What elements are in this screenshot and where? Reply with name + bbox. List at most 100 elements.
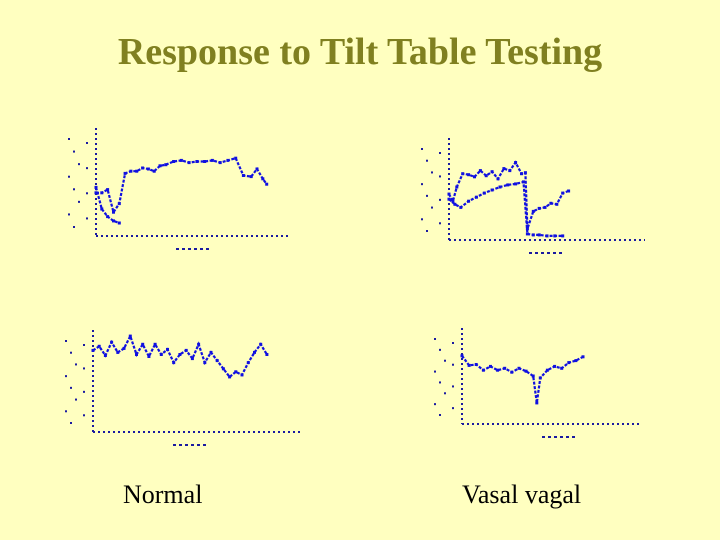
bottom-left-point	[184, 348, 188, 352]
vasal-vagal-caption: Vasal vagal	[462, 480, 582, 509]
top-left-point	[234, 156, 238, 160]
bottom-left-y-tick	[83, 390, 85, 393]
top-right-point	[474, 195, 478, 199]
top-left-point	[112, 219, 115, 223]
bottom-left-y-tick	[75, 363, 77, 366]
top-right-y-tick	[421, 148, 423, 150]
top-left-y-tick	[86, 142, 88, 144]
bottom-right-point	[560, 366, 564, 370]
top-left-point	[261, 177, 265, 181]
top-right-series-1	[448, 180, 563, 237]
top-right-point	[525, 227, 529, 231]
bottom-left-y-tick	[65, 410, 67, 413]
bottom-left-y-tick	[65, 375, 67, 378]
bottom-right-point	[510, 370, 514, 374]
bottom-left-point	[128, 334, 132, 338]
bottom-left-x-tick	[173, 444, 176, 446]
top-right-point	[561, 191, 565, 195]
bottom-right-point	[481, 368, 485, 372]
top-left-y-tick	[73, 188, 75, 191]
top-left-y-tick	[78, 163, 80, 166]
bottom-right-y-tick	[452, 407, 454, 410]
top-right-point	[531, 209, 535, 213]
top-right-point	[502, 167, 506, 171]
top-right-point	[447, 192, 451, 196]
bottom-right-y-tick	[434, 370, 436, 373]
top-left-x-tick	[176, 248, 179, 250]
bottom-left-point	[153, 342, 157, 346]
top-right-point	[508, 169, 512, 173]
top-left-y-tick	[86, 192, 88, 195]
top-right-y-tick	[426, 194, 428, 197]
top-right-point	[467, 199, 471, 203]
top-left-x-tick	[194, 248, 197, 250]
top-right-point	[567, 189, 571, 193]
top-left-point	[164, 163, 168, 167]
top-right-point	[514, 182, 518, 186]
bottom-right-point	[581, 355, 585, 359]
top-left-y-tick	[78, 200, 80, 203]
top-right-point	[545, 234, 549, 238]
top-right-y-tick	[439, 175, 441, 178]
bottom-left-point	[259, 342, 263, 346]
bottom-right-x-tick	[542, 436, 545, 438]
bottom-left-point	[103, 354, 107, 357]
top-right-point	[520, 172, 523, 176]
bottom-left-y-tick	[83, 367, 85, 370]
top-left-point	[255, 167, 259, 171]
top-left-y-tick	[68, 213, 70, 216]
top-left-point	[135, 169, 139, 173]
top-left-point	[158, 164, 162, 168]
bottom-left-point	[135, 353, 138, 356]
top-right-series-0	[448, 160, 569, 230]
top-right-x-tick	[541, 252, 544, 254]
top-left-x-tick	[182, 248, 185, 250]
top-left-point	[152, 169, 156, 173]
bottom-right-point	[460, 354, 464, 358]
bottom-right-point	[574, 359, 578, 363]
bottom-left-point	[166, 347, 169, 351]
bottom-left-x-tick	[185, 444, 188, 446]
top-left-point	[146, 167, 150, 171]
bottom-left-point	[234, 370, 238, 374]
top-right-point	[506, 183, 510, 187]
top-right-point	[453, 202, 457, 206]
bottom-left-point	[253, 350, 256, 354]
bottom-right-x-tick	[554, 436, 557, 438]
bottom-left-point	[110, 340, 114, 344]
top-right-point	[496, 177, 500, 181]
top-left-y-tick	[73, 226, 75, 228]
top-left-point	[179, 158, 183, 162]
top-right-point	[478, 169, 482, 173]
top-right-point	[522, 180, 525, 184]
bottom-left-point	[178, 353, 182, 356]
top-left-point	[100, 191, 104, 195]
bottom-left-point	[240, 373, 244, 377]
top-right-point	[531, 233, 535, 237]
bottom-left-point	[221, 367, 225, 371]
top-left-y-tick	[68, 175, 70, 178]
bottom-right-x-tick	[548, 436, 551, 438]
bottom-right-y-tick	[444, 359, 446, 362]
bottom-right-y-tick	[452, 385, 454, 388]
normal-caption: Normal	[123, 480, 203, 509]
top-right-x-tick	[559, 252, 562, 254]
bottom-right-point	[538, 376, 542, 380]
top-right-x-tick	[535, 252, 538, 254]
top-right-point	[525, 232, 529, 236]
top-left-point	[249, 175, 253, 179]
top-left-point	[106, 188, 110, 192]
bottom-left-y-tick	[70, 386, 72, 389]
bottom-left-y-tick	[65, 340, 67, 342]
bottom-right-point	[545, 368, 549, 372]
bottom-left-point	[203, 361, 207, 365]
top-right-point	[461, 172, 465, 176]
bottom-left-y-tick	[70, 422, 72, 424]
top-left-y-tick	[86, 167, 88, 170]
bottom-left-point	[246, 361, 250, 365]
top-right-point	[459, 205, 463, 209]
bottom-right-point	[535, 401, 539, 405]
top-right-x-tick	[553, 252, 556, 254]
top-left-y-tick	[86, 217, 88, 220]
bottom-right-point	[553, 364, 557, 368]
